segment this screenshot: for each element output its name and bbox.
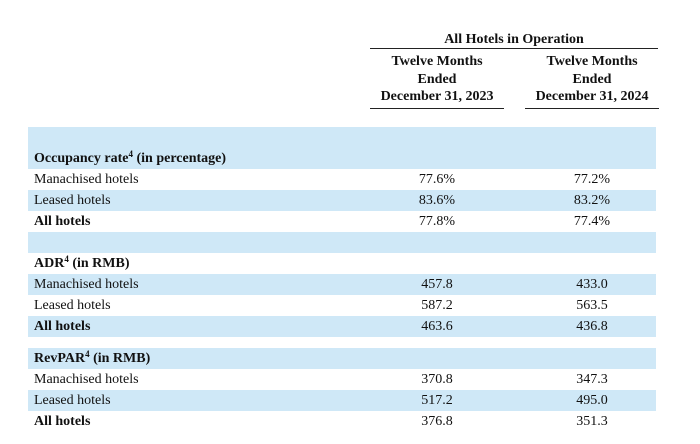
row-label: Leased hotels bbox=[34, 298, 111, 313]
row-label: All hotels bbox=[34, 414, 91, 429]
group-title-rule bbox=[370, 48, 658, 49]
hotel-metrics-table: Occupancy rate4 (in percentage) Manachis… bbox=[28, 127, 656, 432]
value-2023: 83.6% bbox=[418, 193, 456, 208]
value-2024: 433.0 bbox=[576, 277, 608, 292]
column-header-line: Twelve Months bbox=[546, 54, 638, 69]
column-header-line: Twelve Months bbox=[391, 54, 483, 69]
value-2023: 463.6 bbox=[421, 319, 453, 334]
value-2023: 517.2 bbox=[421, 393, 453, 408]
column-header-2024: Twelve Months Ended December 31, 2024 bbox=[525, 53, 659, 109]
section-header-occupancy: Occupancy rate4 (in percentage) bbox=[28, 148, 656, 169]
row-label: Manachised hotels bbox=[34, 277, 139, 292]
value-2024: 563.5 bbox=[576, 298, 608, 313]
group-title: All Hotels in Operation bbox=[444, 32, 584, 47]
row-label: All hotels bbox=[34, 319, 91, 334]
value-2023: 457.8 bbox=[421, 277, 453, 292]
row-label: Leased hotels bbox=[34, 393, 111, 408]
value-2024: 351.3 bbox=[576, 414, 608, 429]
value-2024: 436.8 bbox=[576, 319, 608, 334]
section-title: RevPAR4 (in RMB) bbox=[34, 349, 151, 367]
column-header-line: December 31, 2024 bbox=[535, 89, 649, 104]
table-row: Manachised hotels 457.8 433.0 bbox=[28, 274, 656, 295]
section-spacer-row bbox=[28, 337, 656, 348]
row-label: Leased hotels bbox=[34, 193, 111, 208]
value-2024: 77.2% bbox=[573, 172, 611, 187]
column-header-line: Ended bbox=[417, 71, 457, 87]
value-2023: 370.8 bbox=[421, 372, 453, 387]
section-header-adr: ADR4 (in RMB) bbox=[28, 253, 656, 274]
table-row: Leased hotels 517.2 495.0 bbox=[28, 390, 656, 411]
table-row-total: All hotels 463.6 436.8 bbox=[28, 316, 656, 337]
value-2024: 83.2% bbox=[573, 193, 611, 208]
value-2023: 587.2 bbox=[421, 298, 453, 313]
row-label: Manachised hotels bbox=[34, 372, 139, 387]
section-header-revpar: RevPAR4 (in RMB) bbox=[28, 348, 656, 369]
value-2023: 77.6% bbox=[418, 172, 456, 187]
value-2024: 495.0 bbox=[576, 393, 608, 408]
section-header-row bbox=[28, 127, 656, 148]
section-title: ADR4 (in RMB) bbox=[34, 254, 130, 272]
table-row: Leased hotels 587.2 563.5 bbox=[28, 295, 656, 316]
column-header-line: Ended bbox=[572, 71, 612, 87]
value-2024: 77.4% bbox=[573, 214, 611, 229]
column-header-2023: Twelve Months Ended December 31, 2023 bbox=[370, 53, 504, 109]
value-2023: 77.8% bbox=[418, 214, 456, 229]
section-spacer-row bbox=[28, 232, 656, 253]
table-row: Manachised hotels 370.8 347.3 bbox=[28, 369, 656, 390]
row-label: All hotels bbox=[34, 214, 91, 229]
row-label: Manachised hotels bbox=[34, 172, 139, 187]
table-row-total: All hotels 376.8 351.3 bbox=[28, 411, 656, 432]
table-row: Manachised hotels 77.6% 77.2% bbox=[28, 169, 656, 190]
table-row-total: All hotels 77.8% 77.4% bbox=[28, 211, 656, 232]
value-2024: 347.3 bbox=[576, 372, 608, 387]
column-header-line: December 31, 2023 bbox=[380, 89, 494, 104]
value-2023: 376.8 bbox=[421, 414, 453, 429]
table-row: Leased hotels 83.6% 83.2% bbox=[28, 190, 656, 211]
section-title: Occupancy rate4 (in percentage) bbox=[34, 149, 227, 167]
